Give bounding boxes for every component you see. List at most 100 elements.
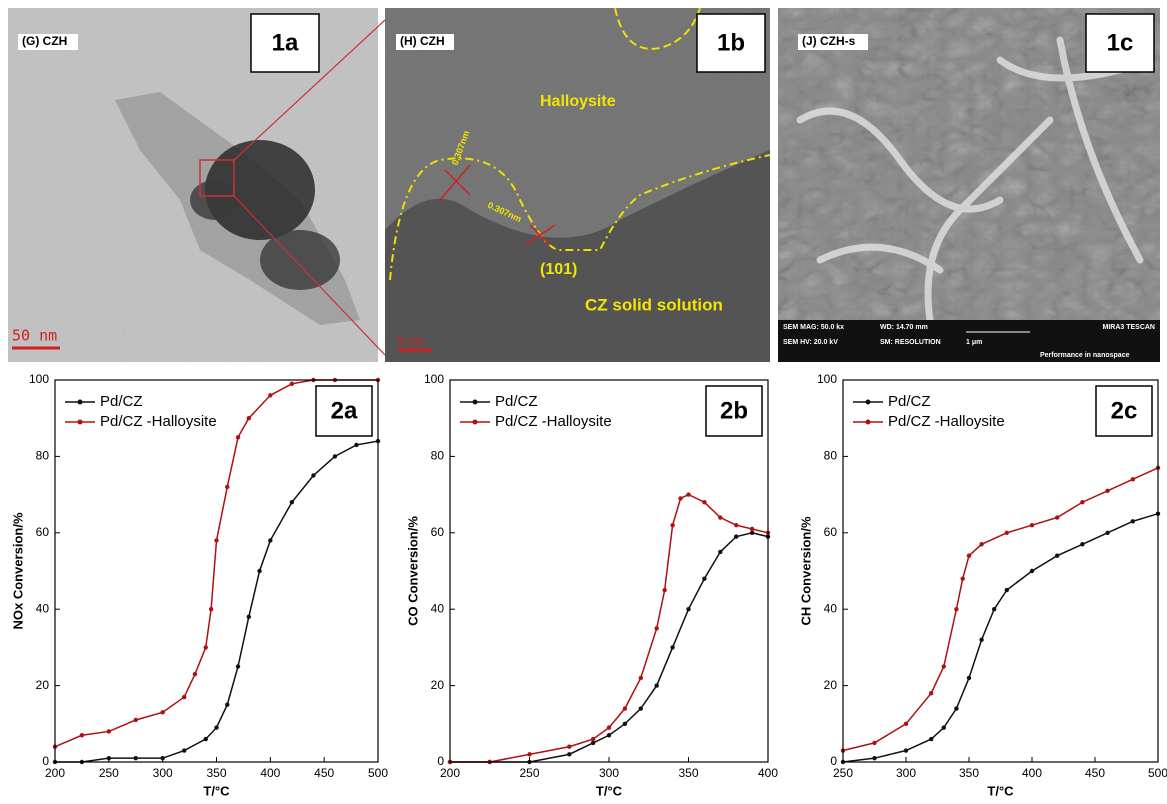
data-point bbox=[702, 576, 706, 580]
data-point bbox=[655, 683, 659, 687]
annotation: CZ solid solution bbox=[585, 295, 723, 314]
x-tick-label: 400 bbox=[1022, 766, 1042, 780]
data-point bbox=[214, 538, 218, 542]
data-point bbox=[225, 703, 229, 707]
data-point bbox=[718, 515, 722, 519]
data-point bbox=[979, 638, 983, 642]
x-tick-label: 450 bbox=[1085, 766, 1105, 780]
data-point bbox=[567, 752, 571, 756]
x-tick-label: 350 bbox=[206, 766, 226, 780]
data-point bbox=[954, 706, 958, 710]
data-point bbox=[702, 500, 706, 504]
data-point bbox=[1105, 531, 1109, 535]
data-point bbox=[268, 393, 272, 397]
data-point bbox=[979, 542, 983, 546]
data-point bbox=[954, 607, 958, 611]
x-tick-label: 300 bbox=[153, 766, 173, 780]
data-point bbox=[623, 706, 627, 710]
sem-info: MIRA3 TESCAN bbox=[1102, 324, 1155, 331]
data-point bbox=[236, 664, 240, 668]
data-point bbox=[1131, 477, 1135, 481]
y-tick-label: 80 bbox=[431, 449, 445, 463]
data-point bbox=[290, 500, 294, 504]
scale-bar-label: 50 nm bbox=[12, 327, 57, 345]
legend-label: Pd/CZ bbox=[495, 393, 538, 410]
image-tag: (H) CZH bbox=[400, 34, 445, 48]
chart: 020406080100250300350400450500Pd/CZPd/CZ… bbox=[798, 372, 1167, 798]
data-point bbox=[904, 722, 908, 726]
panel-label: 2a bbox=[331, 397, 358, 424]
image-tag: (G) CZH bbox=[22, 34, 67, 48]
scale-bar-label: 5 nm bbox=[398, 334, 425, 348]
data-point bbox=[257, 569, 261, 573]
data-point bbox=[872, 756, 876, 760]
series-line bbox=[450, 495, 768, 762]
data-point bbox=[290, 382, 294, 386]
x-tick-label: 400 bbox=[260, 766, 280, 780]
legend-marker bbox=[866, 400, 871, 405]
legend-label: Pd/CZ -Halloysite bbox=[100, 413, 217, 430]
data-point bbox=[718, 550, 722, 554]
data-point bbox=[1005, 588, 1009, 592]
data-point bbox=[1055, 554, 1059, 558]
x-axis-label: T/°C bbox=[987, 783, 1014, 798]
data-point bbox=[1105, 489, 1109, 493]
micrograph-1a: (G) CZH 1a 50 nm bbox=[8, 8, 385, 362]
plot-frame bbox=[450, 380, 768, 762]
data-point bbox=[686, 492, 690, 496]
chart: 020406080100200250300350400Pd/CZPd/CZ -H… bbox=[405, 372, 778, 798]
series-line bbox=[55, 441, 378, 762]
data-point bbox=[655, 626, 659, 630]
panel-label: 2c bbox=[1111, 397, 1138, 424]
y-tick-label: 20 bbox=[431, 678, 445, 692]
data-point bbox=[247, 416, 251, 420]
data-point bbox=[209, 607, 213, 611]
legend-marker bbox=[473, 420, 478, 425]
data-point bbox=[1005, 531, 1009, 535]
legend-label: Pd/CZ -Halloysite bbox=[495, 413, 612, 430]
data-point bbox=[107, 729, 111, 733]
x-tick-label: 350 bbox=[959, 766, 979, 780]
annotation: (101) bbox=[540, 261, 577, 278]
sem-info: Performance in nanospace bbox=[1040, 352, 1130, 359]
legend-label: Pd/CZ bbox=[100, 393, 143, 410]
x-tick-label: 250 bbox=[833, 766, 853, 780]
y-tick-label: 80 bbox=[824, 449, 838, 463]
data-point bbox=[961, 576, 965, 580]
data-point bbox=[904, 748, 908, 752]
data-point bbox=[182, 748, 186, 752]
data-point bbox=[80, 733, 84, 737]
data-point bbox=[734, 523, 738, 527]
data-point bbox=[160, 756, 164, 760]
data-point bbox=[967, 554, 971, 558]
legend-label: Pd/CZ bbox=[888, 393, 931, 410]
legend-label: Pd/CZ -Halloysite bbox=[888, 413, 1005, 430]
data-point bbox=[607, 733, 611, 737]
data-point bbox=[333, 454, 337, 458]
series-line bbox=[843, 514, 1158, 762]
x-tick-label: 300 bbox=[599, 766, 619, 780]
data-point bbox=[686, 607, 690, 611]
sem-info: SEM MAG: 50.0 kx bbox=[783, 324, 844, 331]
image-tag: (J) CZH-s bbox=[802, 34, 856, 48]
panel-label: 1a bbox=[272, 29, 299, 56]
data-point bbox=[134, 756, 138, 760]
data-point bbox=[670, 645, 674, 649]
y-tick-label: 100 bbox=[817, 372, 837, 386]
sem-info: SM: RESOLUTION bbox=[880, 339, 941, 346]
legend-marker bbox=[473, 400, 478, 405]
data-point bbox=[623, 722, 627, 726]
sem-info: SEM HV: 20.0 kV bbox=[783, 339, 838, 346]
data-point bbox=[670, 523, 674, 527]
x-tick-label: 250 bbox=[519, 766, 539, 780]
annotation: Halloysite bbox=[540, 93, 616, 110]
y-tick-label: 20 bbox=[824, 678, 838, 692]
x-tick-label: 200 bbox=[440, 766, 460, 780]
y-axis-label: CO Conversion/% bbox=[405, 516, 420, 626]
data-point bbox=[750, 527, 754, 531]
data-point bbox=[107, 756, 111, 760]
micrograph-1b: (H) CZH 1b Halloysite 0.307nm 0.307nm (1… bbox=[385, 8, 770, 362]
data-point bbox=[214, 725, 218, 729]
plot-frame bbox=[55, 380, 378, 762]
data-point bbox=[527, 752, 531, 756]
